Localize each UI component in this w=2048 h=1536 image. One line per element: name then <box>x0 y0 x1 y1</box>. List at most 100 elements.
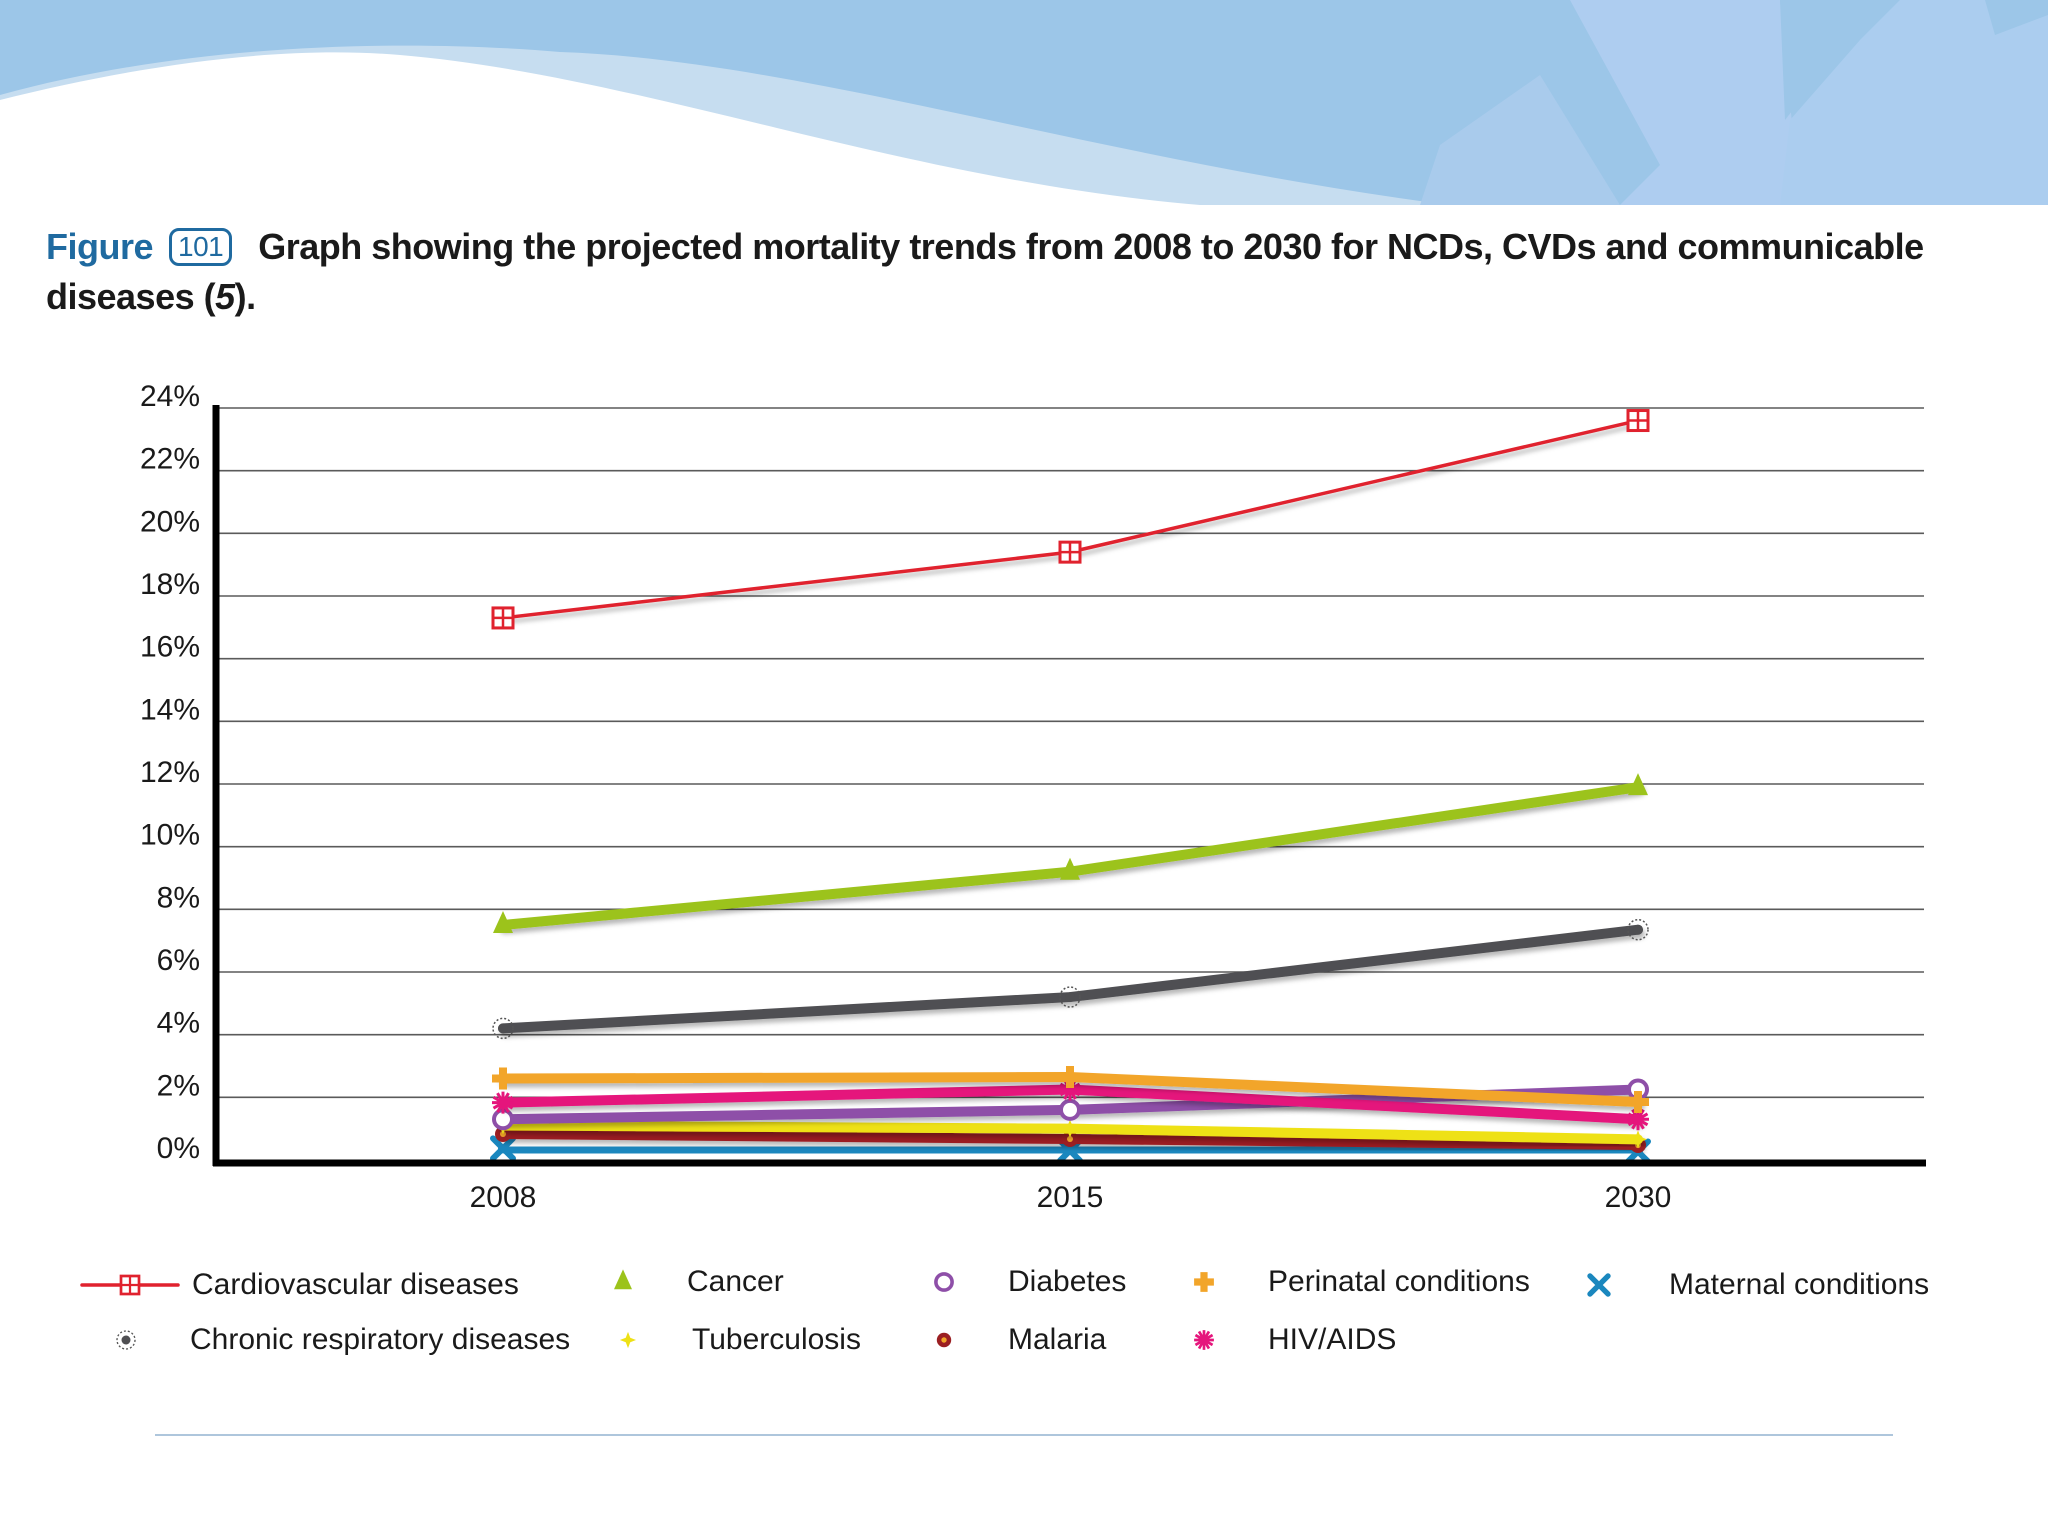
y-tick-label: 20% <box>140 505 200 538</box>
marker-triangle <box>614 1269 632 1290</box>
caption-text: Graph showing the projected mortality tr… <box>258 226 1924 267</box>
banner-white-wave <box>0 52 1200 205</box>
data-point-maternal-conditions-2008 <box>490 1135 516 1162</box>
marker-asterisk <box>1059 1078 1081 1101</box>
y-tick-label: 2% <box>157 1069 200 1102</box>
banner-shape-1 <box>1420 75 1620 205</box>
marker-circle-dot-center <box>941 1337 947 1343</box>
data-point-perinatal-conditions-2030 <box>1627 1091 1649 1114</box>
legend-swatch-cancer-icon <box>568 1269 678 1290</box>
legend-label: Diabetes <box>1008 1265 1127 1298</box>
y-axis-ticks: 0% 2% 4% 6% 8% 10% 12% 14% 16% 18% 20% 22% 24% <box>140 380 200 1165</box>
data-point-cancer-2008 <box>493 911 513 933</box>
legend-item-perinatal-conditions: Perinatal conditions <box>1148 1257 1530 1307</box>
marker-plus <box>1194 1272 1214 1292</box>
data-point-cancer-2015 <box>1060 857 1080 880</box>
data-point-diabetes-2015 <box>1059 1098 1081 1121</box>
marker-dotted-circle-core <box>1065 992 1075 1003</box>
caption-reference: 5 <box>215 276 235 317</box>
y-tick-label: 16% <box>140 631 200 664</box>
series-cancer <box>493 773 1648 933</box>
y-tick-label: 10% <box>140 819 200 852</box>
legend-label: HIV/AIDS <box>1268 1323 1397 1356</box>
marker-plus <box>1059 1065 1081 1088</box>
data-point-hiv-aids-2030 <box>1627 1108 1649 1131</box>
marker-dotted-circle <box>492 1017 514 1040</box>
marker-dotted-circle-core <box>121 1335 131 1345</box>
series-line-cancer <box>498 782 1643 930</box>
data-point-hiv-aids-2015 <box>1059 1078 1081 1101</box>
banner-shape-3 <box>1780 0 1870 120</box>
data-point-cardiovascular-diseases-2008 <box>491 606 515 630</box>
y-tick-label: 22% <box>140 443 200 476</box>
x-tick-label: 2015 <box>1037 1181 1104 1214</box>
series-cardiovascular-diseases <box>491 409 1650 630</box>
data-point-perinatal-conditions-2008 <box>492 1067 514 1090</box>
legend-label: Maternal conditions <box>1669 1268 1930 1301</box>
y-tick-label: 4% <box>157 1007 200 1040</box>
marker-circle <box>934 1272 954 1292</box>
legend-item-tuberculosis: Tuberculosis <box>572 1315 861 1365</box>
x-axis-ticks: 2008 2015 2030 <box>470 1181 1672 1214</box>
marker-asterisk <box>492 1091 514 1114</box>
legend-label: Cancer <box>687 1265 784 1298</box>
marker-dotted-circle-core <box>1633 924 1643 935</box>
data-point-malaria-2015 <box>1062 1131 1078 1148</box>
y-tick-label: 18% <box>140 568 200 601</box>
data-point-tuberculosis-2030 <box>1629 1130 1647 1149</box>
legend-swatch-malaria-icon <box>889 1332 999 1348</box>
y-tick-label: 8% <box>157 881 200 914</box>
marker-circle <box>1059 1098 1081 1121</box>
legend-swatch-perinatal-conditions-icon <box>1149 1272 1259 1292</box>
marker-star <box>1629 1130 1647 1149</box>
mortality-line-chart: 0%2%4%6%8%10%12%14%16%18%20%22%24% 2008 2… <box>140 380 1926 1214</box>
bottom-divider <box>155 1434 1893 1436</box>
data-point-chronic-respiratory-diseases-2030 <box>1627 918 1649 941</box>
marker-x <box>1587 1273 1611 1297</box>
data-point-chronic-respiratory-diseases-2015 <box>1059 986 1081 1008</box>
legend-item-cancer: Cancer <box>567 1257 784 1307</box>
marker-triangle <box>1060 857 1080 880</box>
marker-star <box>1061 1119 1079 1138</box>
figure-caption: Figure 101 Graph showing the projected mor… <box>46 222 1946 322</box>
banner-shape-5 <box>1985 0 2048 35</box>
series <box>490 409 1651 1165</box>
header-banner <box>0 0 2048 205</box>
data-point-cancer-2030 <box>1628 773 1648 796</box>
y-tick-label: 12% <box>140 756 200 789</box>
figure-label: Figure <box>46 226 154 267</box>
marker-plus <box>492 1067 514 1090</box>
caption-line2-suffix: ). <box>234 276 257 317</box>
marker-x <box>490 1135 516 1162</box>
legend-item-chronic-respiratory-diseases: Chronic respiratory diseases <box>70 1315 570 1365</box>
x-tick-label: 2008 <box>470 1181 537 1214</box>
marker-triangle <box>493 911 513 933</box>
legend-swatch-hiv-aids-icon <box>1149 1330 1259 1350</box>
marker-dotted-circle-core <box>498 1023 508 1034</box>
legend-label: Malaria <box>1008 1323 1107 1356</box>
marker-dotted-circle <box>1059 986 1081 1008</box>
marker-asterisk <box>1194 1330 1214 1350</box>
banner-shape-4 <box>1780 0 2048 205</box>
legend-label: Cardiovascular diseases <box>192 1268 519 1301</box>
data-point-perinatal-conditions-2015 <box>1059 1065 1081 1088</box>
y-tick-label: 24% <box>140 380 200 413</box>
legend-label: Tuberculosis <box>692 1323 861 1356</box>
x-tick-label: 2030 <box>1605 1181 1672 1214</box>
figure-number-badge: 101 <box>169 228 233 266</box>
legend-swatch-diabetes-icon <box>889 1272 999 1292</box>
legend-label: Perinatal conditions <box>1268 1265 1530 1298</box>
series-line-cardiovascular-diseases <box>501 418 1640 620</box>
legend-swatch-maternal-conditions-icon <box>1544 1273 1654 1297</box>
legend-swatch-tuberculosis-icon <box>573 1331 683 1349</box>
legend-item-maternal-conditions: Maternal conditions <box>1543 1260 1929 1310</box>
series-chronic-respiratory-diseases <box>492 918 1649 1040</box>
marker-asterisk <box>1627 1108 1649 1131</box>
data-point-cardiovascular-diseases-2030 <box>1626 409 1650 433</box>
series-line-chronic-respiratory-diseases <box>498 924 1643 1034</box>
legend-swatch-chronic-respiratory-diseases-icon <box>71 1330 181 1350</box>
legend-item-cardiovascular-diseases: Cardiovascular diseases <box>76 1260 519 1310</box>
y-tick-label: 0% <box>157 1132 200 1165</box>
marker-dotted-circle <box>116 1330 136 1350</box>
legend-item-hiv-aids: HIV/AIDS <box>1148 1315 1396 1365</box>
